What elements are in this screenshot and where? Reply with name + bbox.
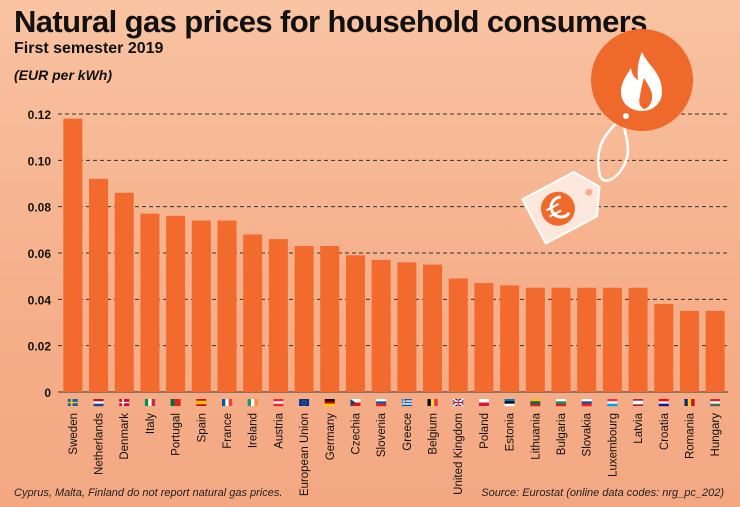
page-title: Natural gas prices for household consume…: [14, 4, 647, 39]
y-tick-label: 0.10: [28, 154, 52, 168]
bar: [679, 310, 699, 392]
x-tick-label: Poland: [479, 413, 491, 449]
bar: [525, 287, 545, 392]
bar: [423, 264, 443, 392]
bar: [705, 310, 725, 392]
bar: [217, 220, 237, 392]
x-tick-label: Denmark: [119, 413, 131, 460]
page-subtitle: First semester 2019: [14, 40, 164, 57]
x-tick-label: Sweden: [68, 413, 80, 455]
x-tick-label: Romania: [684, 412, 696, 459]
country-flag-icon: [196, 399, 207, 406]
bar: [268, 239, 288, 392]
country-flag-icon: [401, 399, 412, 407]
country-flag-icon: [556, 399, 566, 407]
country-flag-icon: [324, 399, 335, 407]
y-tick-label: 0.04: [28, 293, 52, 307]
x-tick-label: Ireland: [248, 413, 260, 448]
country-flag-icon: [710, 399, 721, 407]
x-tick-label: Slovenia: [376, 412, 388, 457]
country-flag-icon: [427, 399, 438, 406]
x-tick-label: Luxembourg: [607, 413, 619, 477]
bar: [243, 234, 263, 392]
country-flag-icon: [144, 399, 156, 406]
y-tick-label: 0.06: [28, 247, 52, 261]
x-tick-label: Hungary: [710, 413, 722, 457]
country-flag-icon: [633, 399, 644, 406]
footnote: Cyprus, Malta, Finland do not report nat…: [14, 487, 283, 499]
country-flag-icon: [452, 398, 464, 407]
country-flag-icon: [222, 399, 233, 406]
bar: [140, 213, 160, 392]
x-tick-label: Portugal: [171, 413, 183, 456]
source-note: Source: Eurostat (online data codes: nrg…: [481, 487, 724, 499]
country-flag-icon: [247, 399, 258, 406]
country-flag-icon: [93, 399, 104, 407]
bar: [448, 278, 468, 392]
country-flag-icon: [119, 399, 130, 406]
x-tick-label: Lithuania: [530, 412, 542, 459]
bar: [114, 192, 134, 392]
x-tick-label: France: [222, 413, 234, 449]
y-tick-label: 0.02: [28, 340, 52, 354]
y-tick-label: 0: [44, 386, 51, 400]
country-flag-icon: [376, 399, 387, 407]
bar: [371, 259, 391, 392]
bar: [474, 283, 494, 392]
bar: [294, 246, 314, 392]
country-flag-icon: [658, 399, 669, 407]
country-flag-icon: [530, 399, 541, 407]
x-tick-label: Spain: [196, 413, 208, 442]
x-tick-label: United Kingdom: [453, 413, 465, 495]
bar: [500, 285, 520, 392]
y-tick-label: 0.08: [28, 201, 52, 215]
country-flag-icon: [299, 399, 310, 406]
bar: [654, 303, 674, 392]
x-tick-label: Greece: [402, 413, 414, 451]
bar: [577, 287, 597, 392]
x-tick-label: Czechia: [350, 412, 362, 454]
x-tick-label: Slovakia: [582, 412, 594, 456]
bar: [551, 287, 571, 392]
country-flag-icon: [273, 399, 284, 407]
bar: [166, 215, 186, 392]
bar: [345, 255, 365, 392]
x-tick-label: Netherlands: [94, 413, 106, 475]
bar: [63, 118, 83, 392]
x-tick-label: European Union: [299, 413, 311, 496]
country-flag-icon: [607, 399, 618, 407]
bar: [602, 287, 622, 392]
x-tick-label: Germany: [325, 413, 337, 461]
bar: [320, 246, 340, 392]
x-tick-label: Estonia: [505, 412, 517, 451]
x-tick-label: Austria: [273, 412, 285, 448]
country-flag-icon: [170, 399, 181, 406]
x-tick-label: Belgium: [428, 413, 440, 455]
country-flag-icon: [581, 399, 592, 407]
unit-label: (EUR per kWh): [14, 67, 112, 83]
country-flag-icon: [67, 399, 78, 406]
country-flag-icon: [478, 399, 489, 406]
bar: [191, 220, 211, 392]
x-tick-label: Bulgaria: [556, 412, 568, 455]
country-flag-icon: [684, 399, 695, 406]
country-flag-icon: [350, 399, 361, 406]
bar: [397, 262, 417, 392]
x-tick-label: Latvia: [633, 412, 645, 443]
country-flag-icon: [504, 399, 515, 407]
bar: [89, 178, 109, 392]
y-tick-label: 0.12: [28, 108, 52, 122]
x-tick-label: Croatia: [659, 412, 671, 450]
bar: [628, 287, 648, 392]
x-tick-label: Italy: [145, 413, 157, 434]
